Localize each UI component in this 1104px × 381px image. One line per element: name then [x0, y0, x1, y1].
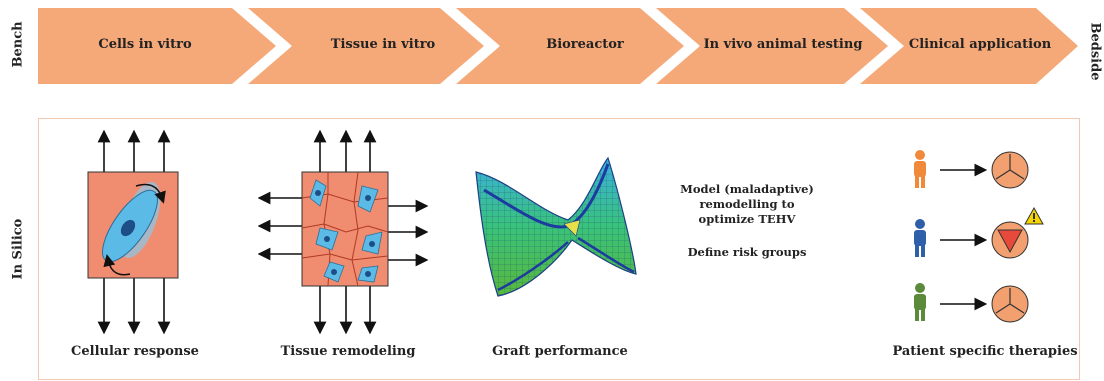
stage-label-3: Bioreactor [546, 37, 624, 52]
patient-therapies-illustration [914, 150, 1044, 323]
model-description: Model (maladaptive) remodelling to optim… [672, 182, 822, 227]
caption-tissue-remodeling: Tissue remodeling [280, 344, 416, 359]
stage-label-4: In vivo animal testing [703, 37, 863, 52]
caption-cellular-response: Cellular response [71, 344, 199, 359]
stage-label-2: Tissue in vitro [330, 37, 436, 52]
stage-label-5: Clinical application [908, 37, 1052, 52]
model-line-2: remodelling to [699, 197, 795, 211]
person-icon-green [914, 283, 926, 321]
model-line-3: optimize TEHV [698, 212, 796, 226]
stage-chevron-5 [860, 8, 1078, 84]
person-icon-orange [914, 150, 926, 188]
tissue-remodeling-illustration [258, 129, 428, 335]
valve-icon-healthy-1 [991, 151, 1029, 189]
warning-icon [1024, 206, 1044, 225]
stage-chevron-3 [456, 8, 684, 84]
person-icon-blue [914, 219, 926, 257]
valve-icon-healthy-2 [991, 285, 1029, 323]
caption-patient-therapies: Patient specific therapies [892, 344, 1078, 359]
in-silico-label: In Silico [10, 218, 26, 280]
cellular-response-illustration [87, 129, 179, 335]
model-line-1: Model (maladaptive) [680, 182, 814, 196]
risk-groups-text: Define risk groups [687, 245, 807, 259]
stage-label-1: Cells in vitro [98, 37, 192, 52]
valve-icon-risk [991, 221, 1029, 259]
graft-performance-illustration [475, 156, 637, 297]
stage-chevrons [38, 8, 1078, 84]
caption-graft-performance: Graft performance [492, 344, 628, 359]
stage-chevron-1 [38, 8, 276, 84]
in-silico-box [38, 118, 1080, 380]
stage-chevron-4 [656, 8, 888, 84]
stage-chevron-2 [248, 8, 484, 84]
